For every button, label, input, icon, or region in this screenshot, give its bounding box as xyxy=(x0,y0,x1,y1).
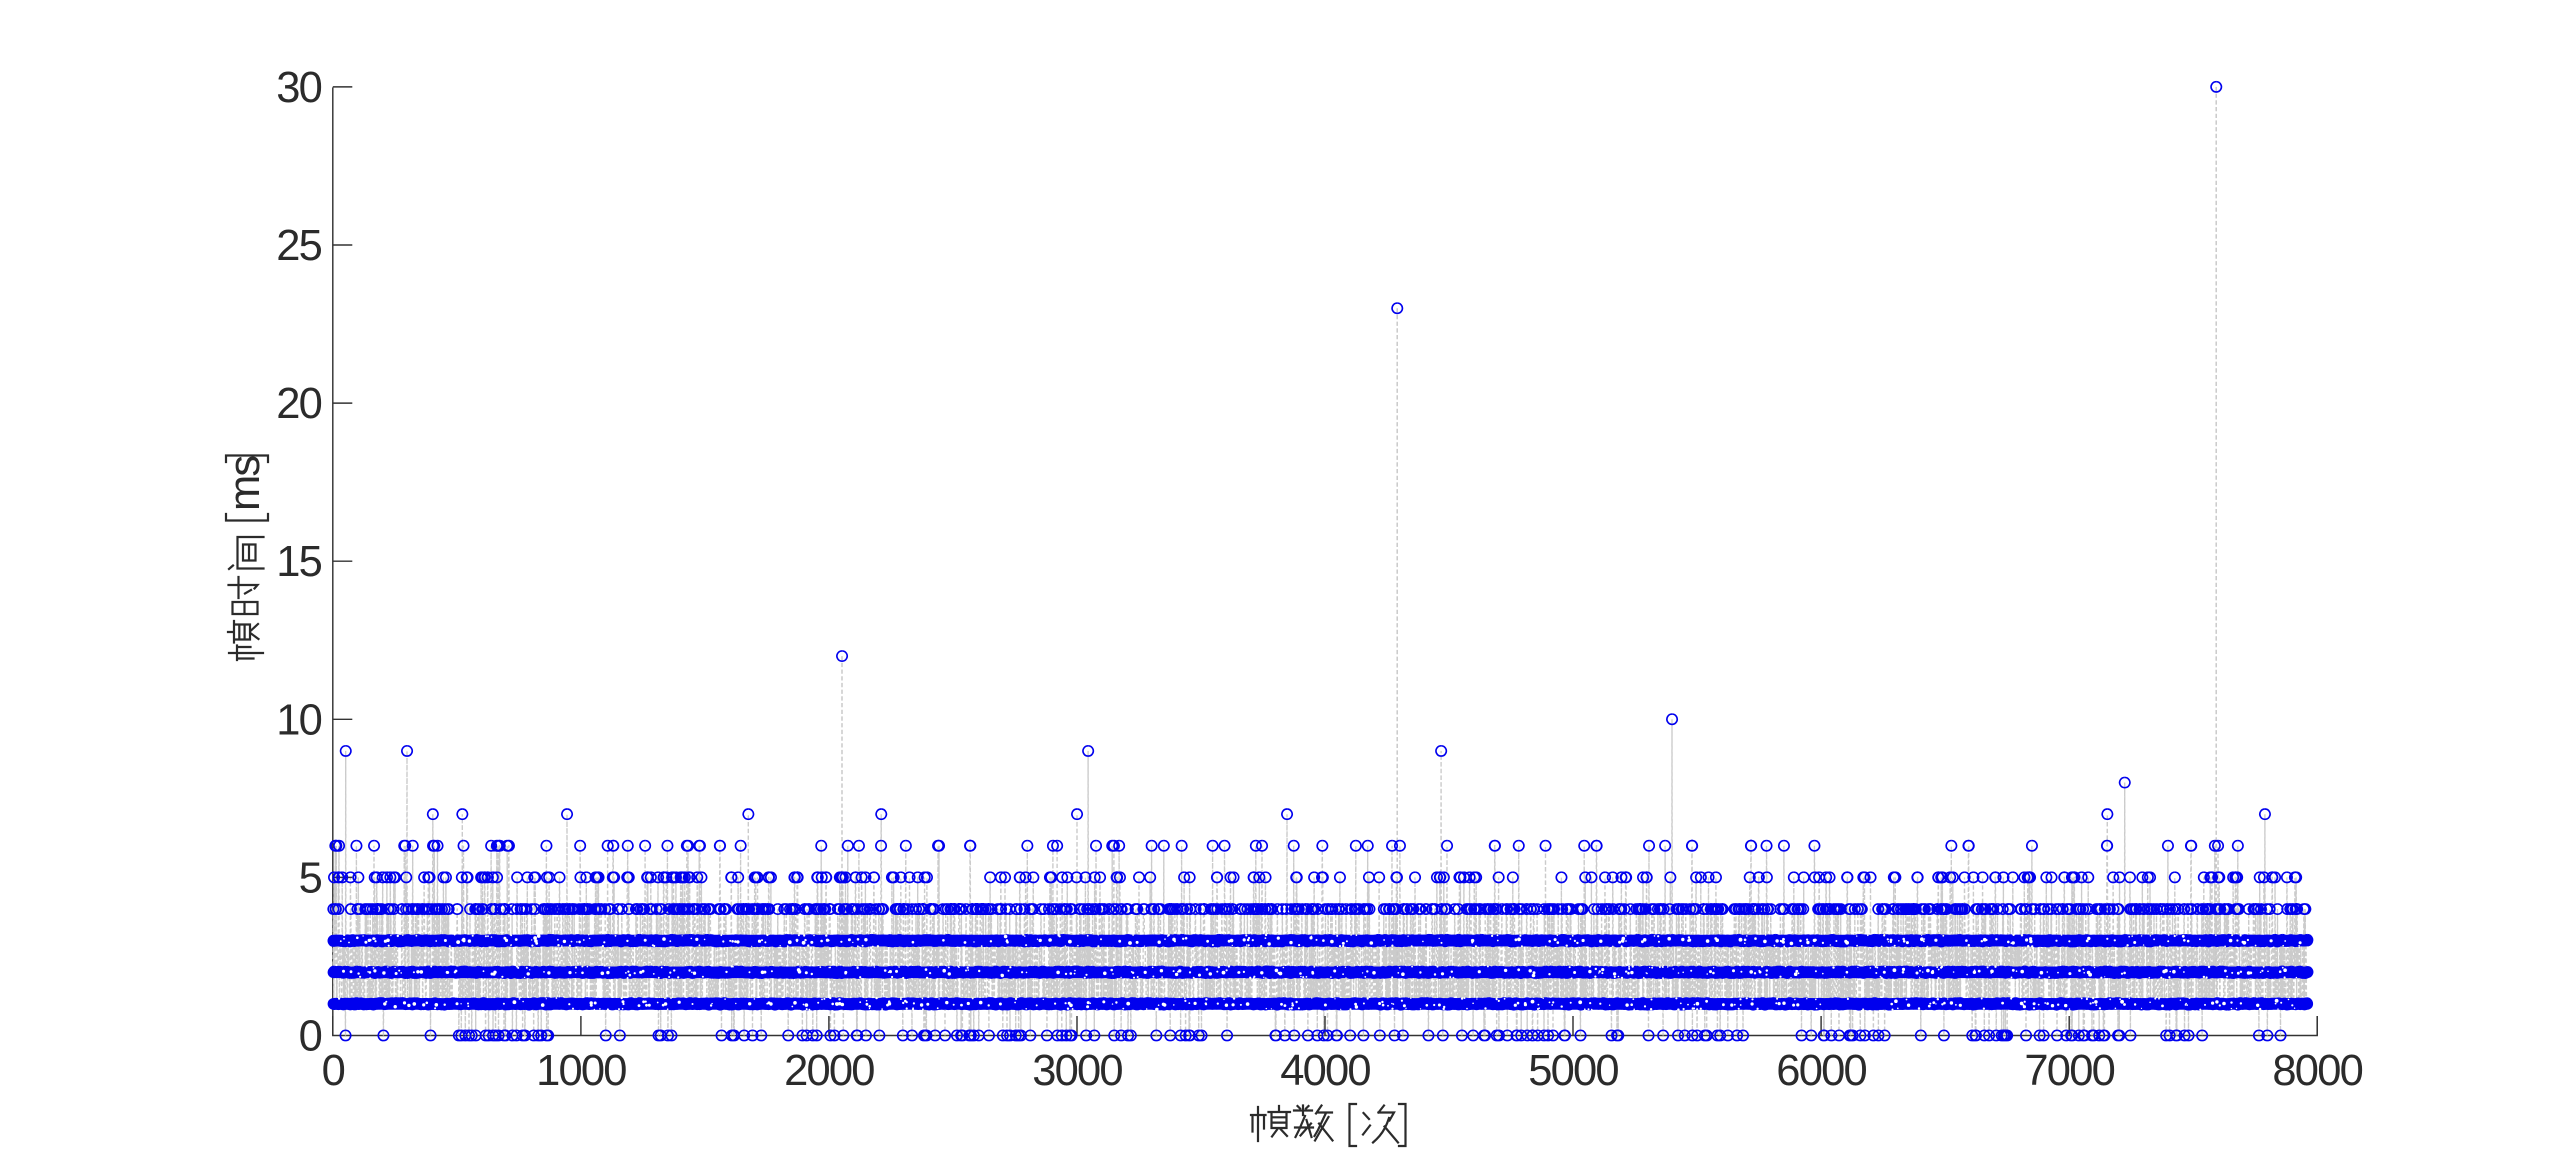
svg-text:ms: ms xyxy=(221,456,269,511)
svg-text:5000: 5000 xyxy=(1528,1047,1618,1095)
svg-text:1000: 1000 xyxy=(536,1047,626,1095)
svg-text:5: 5 xyxy=(299,854,322,902)
svg-text:10: 10 xyxy=(276,696,321,744)
svg-text:3000: 3000 xyxy=(1032,1047,1122,1095)
svg-text:6000: 6000 xyxy=(1776,1047,1866,1095)
svg-text:20: 20 xyxy=(276,380,321,428)
svg-text:30: 30 xyxy=(276,64,321,112)
svg-text:7000: 7000 xyxy=(2024,1047,2114,1095)
svg-text:25: 25 xyxy=(276,222,321,270)
svg-text:2000: 2000 xyxy=(784,1047,874,1095)
svg-text:4000: 4000 xyxy=(1280,1047,1370,1095)
svg-text:15: 15 xyxy=(276,538,321,586)
svg-text:8000: 8000 xyxy=(2272,1047,2362,1095)
svg-text:0: 0 xyxy=(299,1013,322,1061)
svg-text:0: 0 xyxy=(322,1047,345,1095)
